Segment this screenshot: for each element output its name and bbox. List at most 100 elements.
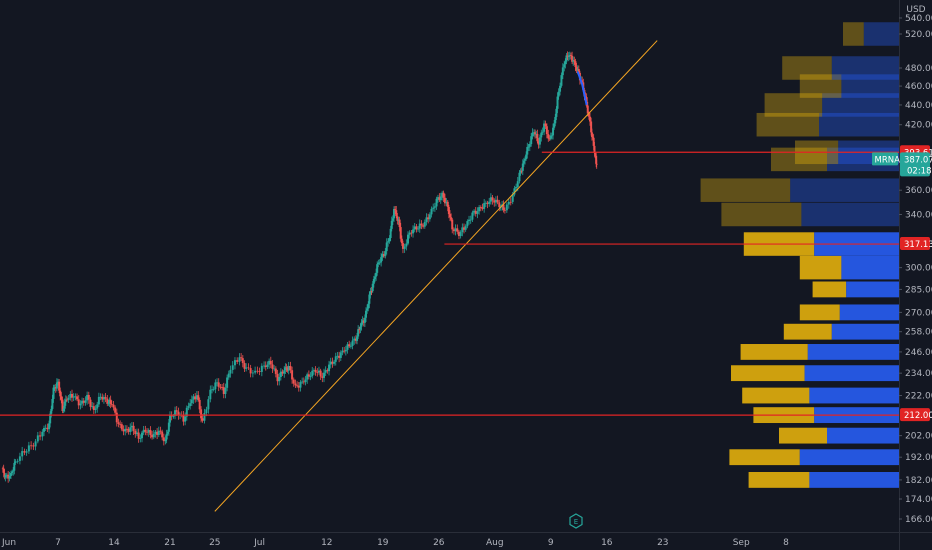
candle xyxy=(101,393,104,403)
vp-down-bar xyxy=(799,304,840,321)
candle xyxy=(46,423,49,433)
candle xyxy=(120,422,123,432)
candle xyxy=(159,426,162,435)
candle xyxy=(240,353,243,362)
candle xyxy=(302,377,305,385)
candle xyxy=(79,400,82,410)
candle xyxy=(276,369,279,386)
candle xyxy=(349,342,352,349)
candle xyxy=(92,402,95,414)
candle xyxy=(292,377,295,387)
candle xyxy=(236,357,239,365)
candle xyxy=(203,408,206,424)
trendline[interactable] xyxy=(214,40,658,512)
vp-up-bar xyxy=(807,344,899,360)
candle xyxy=(274,366,277,378)
candle xyxy=(146,428,149,436)
candle xyxy=(362,317,365,327)
candle xyxy=(552,123,555,140)
price-tick-label: 300.00 xyxy=(905,264,932,274)
countdown-label: 02:18 xyxy=(907,166,932,176)
candle xyxy=(564,58,567,69)
candle xyxy=(192,393,195,404)
candle xyxy=(367,301,370,312)
candle xyxy=(563,60,566,72)
candle xyxy=(162,433,165,446)
candle xyxy=(74,393,77,401)
candle xyxy=(399,222,402,242)
candle xyxy=(344,345,347,356)
candle xyxy=(534,129,537,139)
vp-down-bar xyxy=(843,22,864,46)
vp-up-bar xyxy=(841,74,899,98)
candle xyxy=(96,401,99,413)
candle xyxy=(57,378,59,386)
candle xyxy=(222,382,225,399)
candle xyxy=(397,216,400,225)
candle xyxy=(82,398,85,406)
candle xyxy=(200,406,203,423)
drawings[interactable] xyxy=(0,40,899,512)
candle xyxy=(519,168,522,176)
candle xyxy=(156,428,159,440)
candle xyxy=(595,159,598,169)
candle xyxy=(8,471,11,482)
candle xyxy=(566,51,569,61)
vp-up-bar xyxy=(831,56,899,80)
candle xyxy=(299,380,302,392)
candle xyxy=(387,238,390,247)
candle xyxy=(122,425,125,436)
candle xyxy=(561,63,564,80)
candle xyxy=(423,219,426,229)
candle xyxy=(548,135,551,141)
candle xyxy=(23,448,26,456)
candle xyxy=(304,375,307,386)
candle xyxy=(425,213,428,226)
candle xyxy=(422,223,425,229)
candle xyxy=(289,361,292,374)
candle xyxy=(520,167,523,174)
candle xyxy=(400,235,403,246)
time-tick-label: 14 xyxy=(108,538,120,548)
candle xyxy=(291,366,294,384)
symbol-tag xyxy=(872,152,898,166)
candle xyxy=(219,384,222,390)
volume-profile-row xyxy=(742,387,899,404)
candle xyxy=(13,458,16,475)
candle xyxy=(413,222,416,233)
volume-profile-row xyxy=(799,255,899,280)
candle xyxy=(77,395,80,410)
candle xyxy=(134,428,137,438)
price-tick-label: 480.00 xyxy=(905,64,932,74)
candle xyxy=(36,431,39,444)
candle xyxy=(525,151,528,161)
candle xyxy=(354,335,357,344)
candle xyxy=(249,364,252,378)
candle xyxy=(556,92,559,114)
candle xyxy=(407,231,409,246)
price-tick-label: 520.00 xyxy=(905,30,932,40)
candle xyxy=(323,368,325,383)
candle xyxy=(464,224,467,232)
candle xyxy=(415,224,418,233)
candle xyxy=(436,194,439,203)
candle xyxy=(32,442,35,450)
candle xyxy=(443,193,446,207)
candle xyxy=(328,360,331,376)
candle xyxy=(565,52,568,65)
candle xyxy=(216,378,219,387)
price-axis[interactable]: 166.00 174.00 182.00 192.00 202.00 222.00 234.… xyxy=(872,14,932,525)
earnings-icon[interactable]: E xyxy=(569,513,583,529)
time-axis[interactable]: Jun 7 14 21 25 Jul 12 19 26 Aug 9 16 23 Sep 8 xyxy=(1,538,789,548)
candle xyxy=(359,323,362,334)
candle xyxy=(197,391,200,402)
candle xyxy=(348,340,351,349)
candle xyxy=(439,192,442,204)
candle xyxy=(283,366,286,378)
vp-down-bar xyxy=(700,178,791,202)
candle xyxy=(375,268,378,281)
candle xyxy=(25,449,28,456)
candle xyxy=(141,430,143,443)
candle xyxy=(311,366,314,379)
